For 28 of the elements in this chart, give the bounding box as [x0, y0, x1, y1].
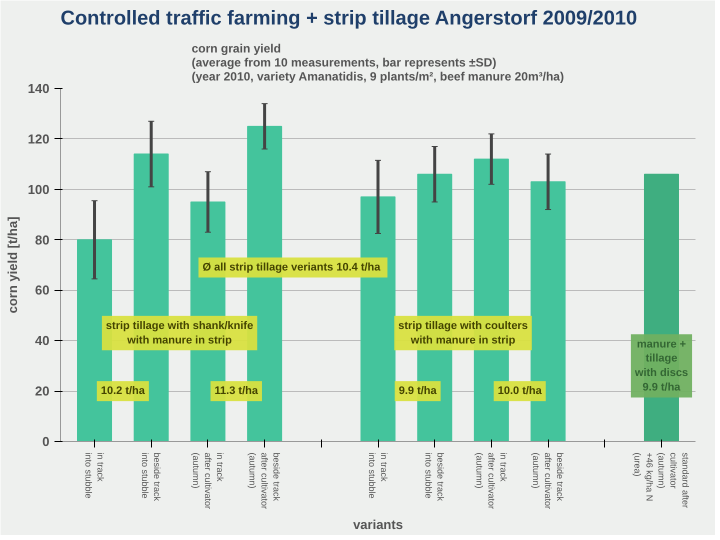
annotation: strip tillage with coulters with manure in strip — [398, 320, 528, 346]
y-tick-label: 0 — [42, 434, 50, 449]
y-tick-label: 20 — [35, 384, 50, 399]
bar — [360, 196, 396, 442]
chart-title: Controlled traffic farming + strip tillage Angerstorf 2009/2010 — [60, 8, 638, 30]
y-tick-label: 40 — [35, 333, 50, 348]
chart-subtitle: corn grain yield (average from 10 measurements, bar represents ±SD) (year 2010, variety Amanatidis, 9 plants/m², beef manure 20m³/ha) — [192, 42, 564, 84]
annotation: 10.2 t/ha — [100, 385, 146, 398]
x-tick-label: in track after cultivator (autumn) — [190, 452, 225, 510]
x-tick-label: beside track after cultivator (autumn) — [531, 452, 566, 510]
y-tick-label: 140 — [28, 81, 50, 96]
x-tick-label: in track into stubble — [367, 452, 389, 499]
x-tick-label: standard after cultivator (autumn) +46 kg/ha N (urea) — [632, 452, 690, 508]
x-tick-label: beside track after cultivator (autumn) — [248, 452, 282, 510]
annotation: Ø all strip tillage veriants 10.4 t/ha — [202, 262, 382, 274]
y-tick-label: 80 — [35, 232, 50, 248]
y-axis-title: corn yield [t/ha] — [4, 216, 20, 314]
annotation: manure + tillage with discs 9.9 t/ha — [634, 338, 688, 394]
y-tick-label: 100 — [28, 182, 50, 197]
annotation: 9.9 t/ha — [398, 385, 438, 398]
annotation: 10.0 t/ha — [498, 385, 543, 398]
y-tick-label: 60 — [35, 282, 50, 298]
x-axis-title: variants — [353, 517, 403, 532]
x-tick-label: in track into stubble — [84, 452, 106, 499]
annotation: strip tillage with shank/knife with manure in strip — [106, 320, 254, 346]
y-tick-label: 120 — [28, 131, 50, 146]
x-tick-label: in track after cultivator (autumn) — [474, 452, 508, 510]
annotation: 11.3 t/ha — [214, 385, 259, 398]
